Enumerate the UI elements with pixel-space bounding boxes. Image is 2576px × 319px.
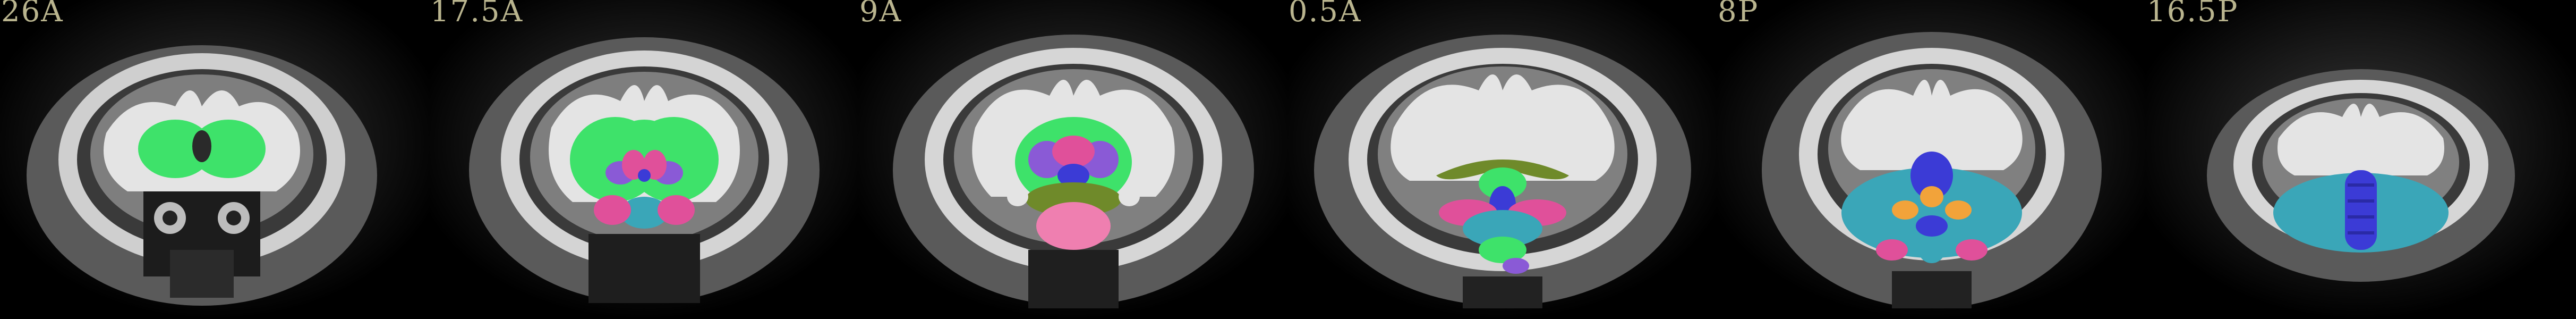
slice-panel-9a: 9A (858, 0, 1287, 319)
brain-slice-image (858, 0, 1287, 319)
slice-position-label: 16.5P (2147, 0, 2239, 29)
slice-panel-0-5a: 0.5A (1287, 0, 1717, 319)
slice-panel-17-5a: 17.5A (429, 0, 858, 319)
slice-position-label: 26A (1, 0, 64, 29)
brain-slice-image (0, 0, 429, 319)
brain-slice-image (429, 0, 858, 319)
slice-panel-16-5p: 16.5P (2146, 0, 2576, 319)
brain-slice-image (1717, 0, 2146, 319)
slice-position-label: 9A (859, 0, 902, 29)
brain-slice-image (1287, 0, 1717, 319)
slice-position-label: 17.5A (430, 0, 524, 29)
brain-slice-image (2146, 0, 2576, 319)
slice-position-label: 8P (1718, 0, 1759, 29)
slice-position-label: 0.5A (1289, 0, 1362, 29)
slice-panel-26a: 26A (0, 0, 429, 319)
slice-panel-8p: 8P (1717, 0, 2146, 319)
